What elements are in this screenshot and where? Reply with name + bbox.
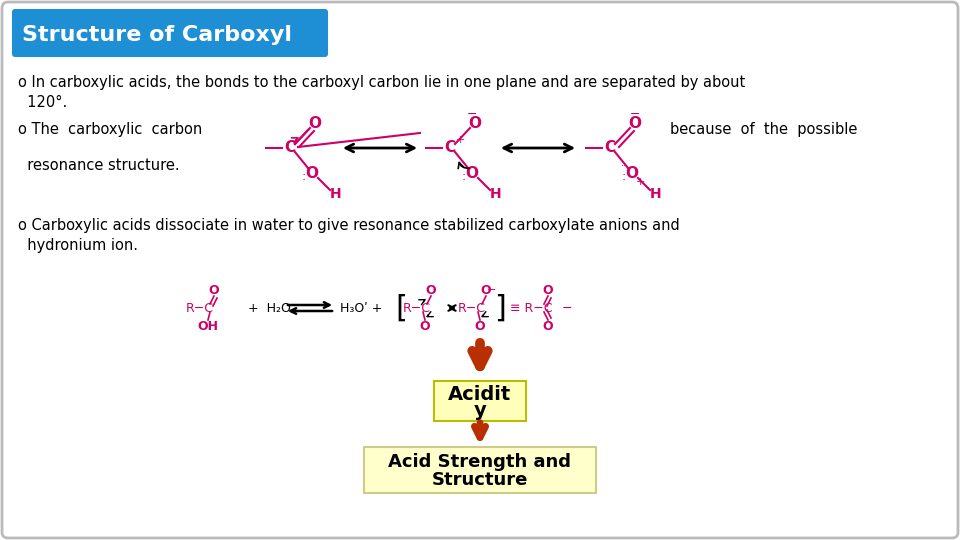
Text: −: − (630, 107, 640, 120)
Text: C: C (444, 140, 456, 156)
Text: +: + (636, 177, 645, 187)
Text: O: O (420, 320, 430, 333)
Text: o Carboxylic acids dissociate in water to give resonance stabilized carboxylate : o Carboxylic acids dissociate in water t… (18, 218, 680, 233)
Text: H₃Oʹ +: H₃Oʹ + (340, 301, 382, 314)
Text: O: O (481, 284, 492, 296)
Text: C: C (605, 140, 615, 156)
Text: R−C: R−C (186, 301, 214, 314)
Text: −: − (430, 141, 442, 155)
Text: :: : (301, 170, 306, 183)
Text: o In carboxylic acids, the bonds to the carboxyl carbon lie in one plane and are: o In carboxylic acids, the bonds to the … (18, 75, 745, 90)
Text: OH: OH (198, 320, 219, 333)
Text: :: : (622, 170, 626, 183)
Text: O: O (542, 320, 553, 333)
FancyBboxPatch shape (12, 9, 328, 57)
Text: [: [ (395, 294, 407, 322)
Text: −: − (467, 107, 477, 120)
Text: O: O (308, 117, 322, 132)
FancyBboxPatch shape (364, 447, 596, 493)
Text: Structure: Structure (432, 471, 528, 489)
Text: ¨: ¨ (621, 165, 627, 175)
Text: −: − (270, 141, 282, 155)
Text: O: O (425, 284, 436, 296)
Text: O: O (466, 166, 478, 181)
Text: 120°.: 120°. (18, 95, 67, 110)
Text: ]: ] (494, 294, 506, 322)
Text: O: O (474, 320, 486, 333)
Text: Acid Strength and: Acid Strength and (389, 453, 571, 471)
Text: O: O (208, 284, 219, 296)
Text: −: − (590, 141, 602, 155)
Text: +  H₂O: + H₂O (248, 301, 291, 314)
Text: :: : (462, 170, 467, 183)
Text: O: O (305, 166, 319, 181)
Text: y: y (473, 401, 487, 420)
Text: H: H (330, 187, 342, 201)
Text: C: C (284, 140, 296, 156)
Text: −: − (488, 285, 496, 295)
FancyBboxPatch shape (434, 381, 526, 421)
Text: O: O (542, 284, 553, 296)
Text: O: O (629, 117, 641, 132)
Text: because  of  the  possible: because of the possible (670, 122, 857, 137)
Text: R−C: R−C (458, 301, 486, 314)
Text: Structure of Carboxyl: Structure of Carboxyl (22, 25, 292, 45)
Text: o The  carboxylic  carbon: o The carboxylic carbon (18, 122, 203, 137)
Text: H: H (650, 187, 661, 201)
Text: O: O (626, 166, 638, 181)
Text: H: H (491, 187, 502, 201)
Text: O: O (468, 117, 482, 132)
Text: +: + (455, 135, 465, 145)
Text: resonance structure.: resonance structure. (18, 158, 180, 173)
Text: Acidit: Acidit (448, 384, 512, 403)
Text: R−C: R−C (403, 301, 431, 314)
Text: ≡ R−C: ≡ R−C (510, 301, 553, 314)
Text: hydronium ion.: hydronium ion. (18, 238, 138, 253)
Text: −: − (562, 301, 572, 314)
